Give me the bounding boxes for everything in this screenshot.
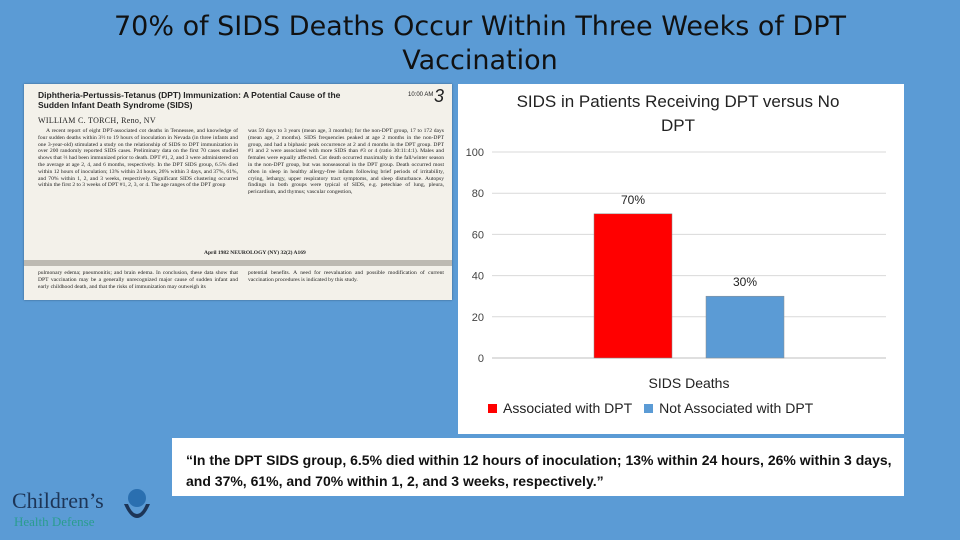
paper-column-3: pulmonary edema; pneumonitis; and brain … [38,270,238,290]
paper-title: Diphtheria-Pertussis-Tetanus (DPT) Immun… [38,90,341,110]
legend-label-dpt: Associated with DPT [503,400,633,416]
legend-item-dpt: Associated with DPT [488,400,632,416]
legend-swatch-dpt [488,403,497,413]
bar-no-dpt [705,295,785,359]
slide-title-line2: Vaccination [402,45,558,76]
y-tick-label: 0 [478,353,484,365]
y-tick-label: 40 [472,271,484,283]
logo-line1: Children’s [12,488,104,513]
y-tick-label: 60 [472,229,484,241]
chart-title: SIDS in Patients Receiving DPT versus No… [516,92,840,135]
paper-page-number: 3 [434,86,445,106]
bar-dpt [593,213,673,359]
paper-author: WILLIAM C. TORCH, Reno, NV [38,116,156,125]
paper-abstract-image: Diphtheria-Pertussis-Tetanus (DPT) Immun… [24,84,452,300]
legend-item-no-dpt: Not Associated with DPT [644,400,813,416]
bar-chart: 0 20 40 60 80 100 70% 30% SIDS Deaths [466,147,886,391]
quote-text: “In the DPT SIDS group, 6.5% died within… [186,452,892,489]
paper-column-4: potential benefits. A need for reevaluat… [248,270,444,283]
y-tick-label: 20 [472,312,484,324]
paper-column-1: A recent report of eight DPT-associated … [38,128,238,189]
paper-time: 10:00 AM [408,92,434,98]
paper-column-2: was 59 days to 3 years (mean age, 3 mont… [248,128,444,196]
y-tick-label: 100 [466,147,484,159]
legend-swatch-no-dpt [644,403,654,413]
logo: Children’s Health Defense [12,484,162,534]
paper-footer: April 1982 NEUROLOGY (NY) 32(2) A169 [204,250,306,256]
chart-panel: SIDS in Patients Receiving DPT versus No… [458,84,904,434]
legend-label-no-dpt: Not Associated with DPT [659,400,814,416]
paper-divider [24,260,452,266]
x-axis-category-label: SIDS Deaths [649,375,730,391]
slide-title: 70% of SIDS Deaths Occur Within Three We… [60,10,900,78]
data-label-no-dpt: 30% [733,275,757,289]
hands-globe-icon [124,489,150,518]
data-label-dpt: 70% [621,193,645,207]
chart-legend: Associated with DPT Not Associated with … [488,400,888,416]
slide-title-line1: 70% of SIDS Deaths Occur Within Three We… [113,11,847,42]
logo-line2: Health Defense [14,514,95,529]
y-tick-label: 80 [472,188,484,200]
quote-box: “In the DPT SIDS group, 6.5% died within… [172,438,904,496]
